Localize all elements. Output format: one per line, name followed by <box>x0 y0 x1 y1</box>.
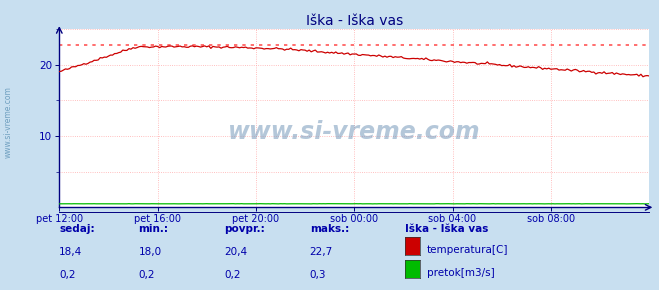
Text: 18,0: 18,0 <box>138 247 161 257</box>
Text: 22,7: 22,7 <box>310 247 333 257</box>
Text: www.si-vreme.com: www.si-vreme.com <box>3 86 13 158</box>
Text: 0,2: 0,2 <box>138 270 155 280</box>
Text: temperatura[C]: temperatura[C] <box>427 245 509 255</box>
Text: sedaj:: sedaj: <box>59 224 95 234</box>
Text: 0,2: 0,2 <box>59 270 76 280</box>
Text: 18,4: 18,4 <box>59 247 82 257</box>
Text: www.si-vreme.com: www.si-vreme.com <box>228 120 480 144</box>
Text: 0,2: 0,2 <box>224 270 241 280</box>
Text: Iška - Iška vas: Iška - Iška vas <box>405 224 489 234</box>
Text: pretok[m3/s]: pretok[m3/s] <box>427 269 495 278</box>
Text: 0,3: 0,3 <box>310 270 326 280</box>
Text: povpr.:: povpr.: <box>224 224 265 234</box>
Text: maks.:: maks.: <box>310 224 349 234</box>
Title: Iška - Iška vas: Iška - Iška vas <box>306 14 403 28</box>
Text: min.:: min.: <box>138 224 169 234</box>
Text: 20,4: 20,4 <box>224 247 247 257</box>
